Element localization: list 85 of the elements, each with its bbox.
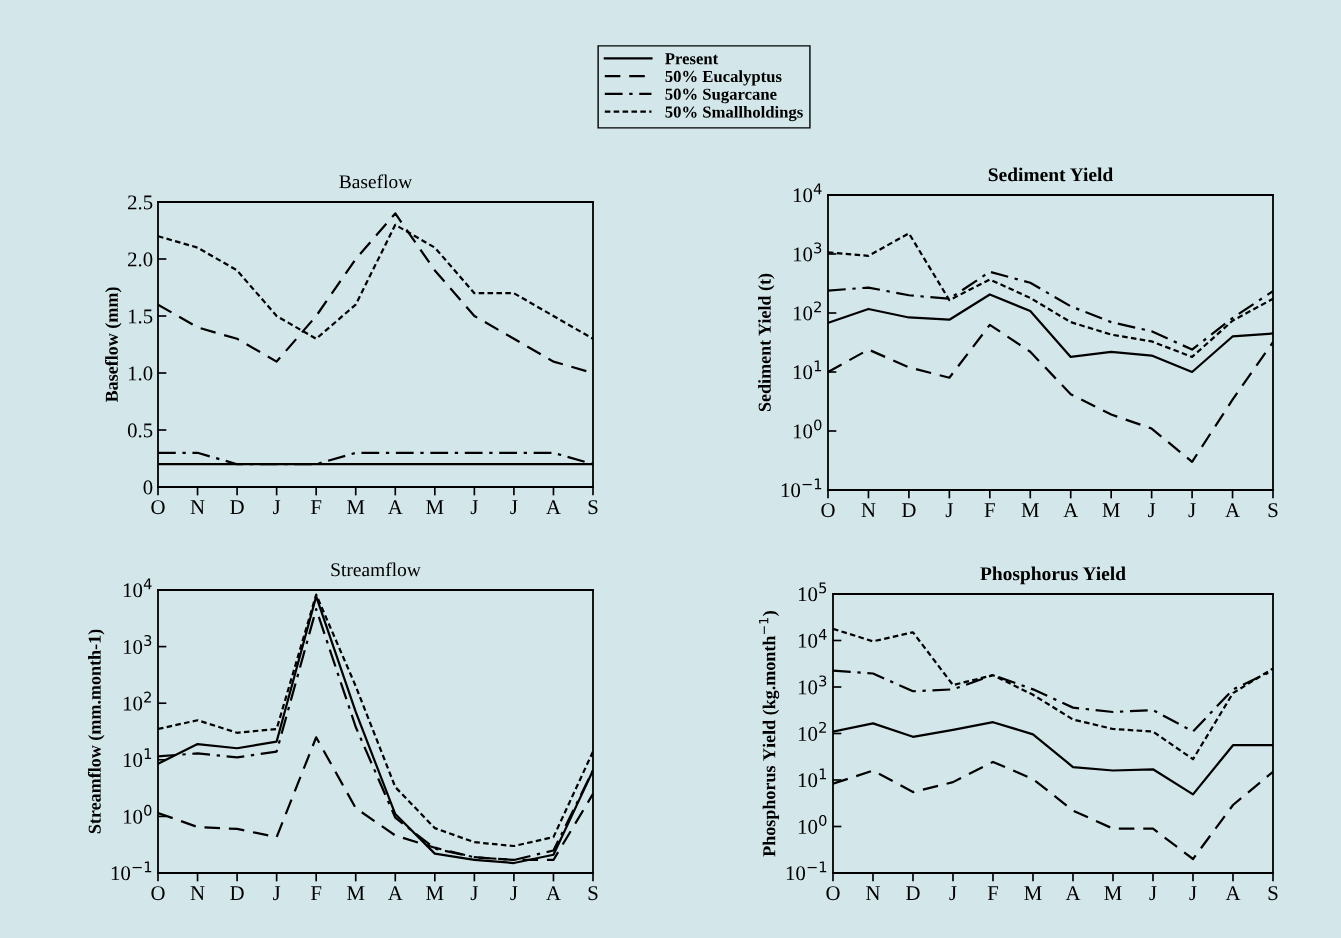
- y-tick-label: 2.0: [128, 252, 153, 267]
- chart-title: Streamflow: [331, 562, 421, 577]
- x-tick-label: A: [387, 886, 403, 900]
- x-tick-label: J: [273, 500, 281, 515]
- x-tick-label: A: [1225, 886, 1241, 900]
- x-tick-label: J: [470, 500, 478, 515]
- y-tick-label: 10$^{4}$: [798, 629, 827, 648]
- y-tick-label: 10$^{5}$: [798, 582, 827, 602]
- legend-label: 50% Eucalyptus: [665, 70, 782, 86]
- x-tick-label: J: [1148, 503, 1156, 518]
- y-tick-label: 10$^{2}$: [123, 691, 151, 711]
- y-tick-label: 10$^{1}$: [793, 360, 822, 380]
- x-tick-label: A: [546, 500, 561, 514]
- x-tick-label: F: [310, 500, 322, 514]
- x-tick-label: M: [1102, 503, 1120, 517]
- y-tick-label: 10$^{−1}$: [786, 861, 827, 881]
- y-tick-label: 0: [143, 480, 153, 495]
- x-tick-label: M: [1024, 886, 1042, 900]
- x-tick-label: M: [1021, 503, 1039, 517]
- x-tick-label: M: [347, 886, 365, 900]
- y-tick-label: 10$^{2}$: [798, 721, 826, 741]
- x-tick-label: O: [151, 500, 165, 515]
- x-tick-label: O: [151, 886, 165, 901]
- x-tick-label: M: [347, 500, 365, 514]
- x-tick-label: F: [987, 886, 999, 900]
- x-tick-label: S: [588, 886, 598, 901]
- y-tick-label: 10$^{−1}$: [781, 478, 822, 498]
- x-tick-label: N: [866, 886, 881, 900]
- y-axis-title: Sediment Yield (t): [758, 273, 775, 412]
- y-axis-title: Baseflow (mm): [104, 287, 122, 403]
- x-tick-label: O: [821, 503, 835, 518]
- x-tick-label: F: [310, 886, 322, 900]
- y-tick-label: 10$^{4}$: [793, 183, 822, 203]
- y-axis-title: Phosphorus Yield (kg.month$^{−1}$): [759, 611, 780, 857]
- x-tick-label: A: [1225, 503, 1240, 517]
- x-tick-label: J: [1188, 503, 1196, 518]
- x-tick-label: F: [984, 503, 995, 517]
- x-tick-label: S: [588, 500, 598, 515]
- y-tick-label: 10$^{2}$: [793, 301, 821, 321]
- x-tick-label: D: [906, 886, 920, 900]
- y-tick-label: 2.5: [128, 195, 153, 210]
- y-tick-label: 0.5: [127, 423, 153, 438]
- x-tick-label: A: [1063, 503, 1079, 517]
- x-tick-label: S: [1268, 886, 1278, 901]
- x-tick-label: M: [426, 886, 444, 900]
- y-tick-label: 10$^{4}$: [123, 578, 152, 598]
- x-tick-label: M: [426, 500, 444, 514]
- x-tick-label: M: [1104, 886, 1122, 900]
- x-tick-label: J: [273, 886, 281, 901]
- x-tick-label: N: [861, 503, 876, 517]
- x-tick-label: S: [1268, 503, 1278, 518]
- x-tick-label: J: [1149, 886, 1157, 901]
- y-tick-label: 1.0: [128, 366, 153, 381]
- x-tick-label: J: [945, 503, 953, 518]
- x-tick-label: J: [1189, 886, 1197, 901]
- legend-label: 50% Sugarcane: [665, 88, 777, 104]
- y-axis-title: Streamflow (mm.month-1): [87, 629, 105, 834]
- x-tick-label: D: [901, 503, 916, 517]
- y-tick-label: 10$^{1}$: [123, 748, 152, 768]
- x-tick-label: O: [826, 886, 840, 901]
- x-tick-label: J: [949, 886, 957, 901]
- chart-title: Sediment Yield: [988, 167, 1114, 182]
- y-tick-label: 10$^{3}$: [793, 242, 822, 262]
- x-tick-label: A: [546, 886, 561, 900]
- y-tick-label: 10$^{0}$: [123, 804, 152, 824]
- chart-title: Phosphorus Yield: [980, 566, 1126, 585]
- y-tick-label: 10$^{0}$: [793, 419, 822, 439]
- x-tick-label: N: [190, 500, 205, 514]
- x-tick-label: A: [387, 500, 403, 514]
- x-tick-label: J: [470, 886, 478, 901]
- legend-label: 50% Smallholdings: [665, 105, 803, 122]
- chart-title: Baseflow: [339, 174, 413, 189]
- y-tick-label: 10$^{1}$: [798, 768, 827, 788]
- y-tick-label: 10$^{3}$: [123, 635, 152, 655]
- x-tick-label: D: [230, 886, 244, 900]
- y-tick-label: 10$^{−1}$: [111, 861, 152, 881]
- x-tick-label: N: [190, 886, 205, 900]
- y-tick-label: 10$^{3}$: [798, 675, 827, 695]
- x-tick-label: A: [1065, 886, 1081, 900]
- x-tick-label: D: [230, 500, 244, 514]
- y-tick-label: 1.5: [128, 309, 153, 324]
- legend-label: Present: [665, 53, 719, 65]
- x-tick-label: J: [510, 500, 518, 515]
- x-tick-label: J: [510, 886, 518, 901]
- y-tick-label: 10$^{0}$: [798, 814, 827, 834]
